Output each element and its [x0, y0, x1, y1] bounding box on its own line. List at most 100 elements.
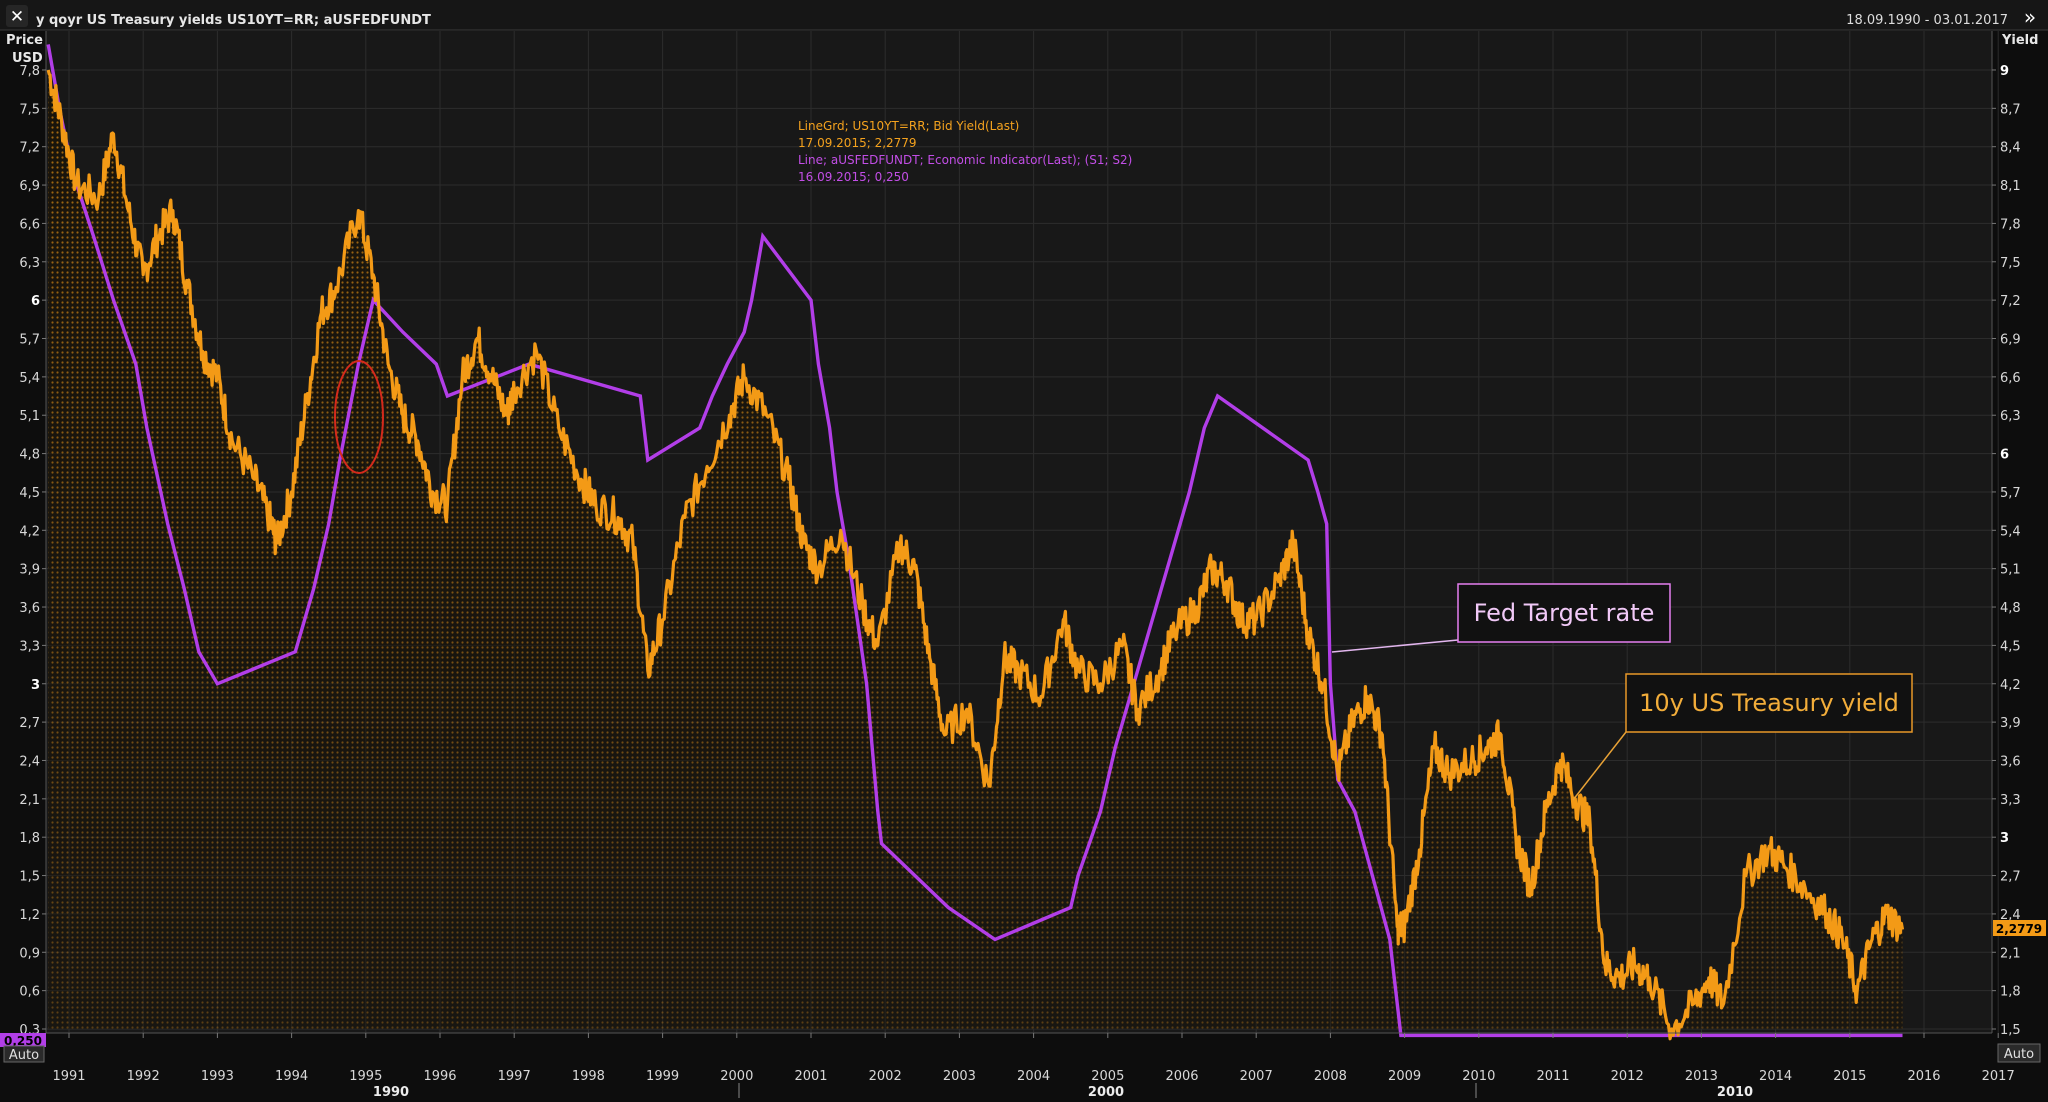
x-tick-label: 2012 [1611, 1069, 1644, 1084]
title-bar [0, 0, 2048, 30]
date-range: 18.09.1990 - 03.01.2017 [1846, 13, 2008, 28]
treasury-series-line [46, 69, 1905, 1041]
left-axis: 7,8 7,5 7,2 6,9 6,6 6,3 6 5,7 5,4 5,1 4,8 4,5 4,2 3,9… [19, 64, 46, 1038]
left-tick-label: 3,6 [19, 601, 40, 616]
x-tick-label: 1991 [52, 1069, 85, 1084]
right-tick-label: 6,9 [2000, 333, 2021, 348]
left-tick-label: 1,5 [19, 870, 40, 885]
x-tick-label: 2015 [1833, 1069, 1866, 1084]
highlight-circle [334, 360, 384, 474]
left-tick-label: 2,7 [19, 716, 40, 731]
treasury-callout: 10y US Treasury yield [1572, 673, 1913, 801]
left-tick-label: 6,9 [19, 179, 40, 194]
x-tick-label: 2013 [1685, 1069, 1718, 1084]
fed-callout-label: Fed Target rate [1474, 599, 1655, 627]
legend-line-3: Line; aUSFEDFUNDT; Economic Indicator(La… [798, 153, 1132, 167]
x-tick-label: 2007 [1240, 1069, 1273, 1084]
left-tick-label: 7,8 [19, 64, 40, 79]
right-auto-button[interactable]: Auto [1997, 1043, 2041, 1063]
right-tick-label: 6 [2000, 448, 2009, 463]
right-tick-label: 3 [2000, 831, 2009, 846]
right-tick-label: 7,8 [2000, 217, 2021, 232]
right-tick-label: 2,7 [2000, 870, 2021, 885]
x-tick-label: 1994 [275, 1069, 308, 1084]
right-tick-label: 7,5 [2000, 256, 2021, 271]
x-tick-label: 2002 [869, 1069, 902, 1084]
x-tick-label: 2010 [1462, 1069, 1495, 1084]
left-tick-label: 6,6 [19, 217, 40, 232]
fed-value-badge-text: 0,250 [4, 1034, 42, 1048]
left-tick-label: 5,4 [19, 371, 40, 386]
right-tick-label: 1,5 [2000, 1023, 2021, 1038]
right-axis: 9 8,7 8,4 8,1 7,8 7,5 7,2 6,9 6,6 6,3 6 5,7 5,4 5,1 4,… [1992, 64, 2021, 1038]
fed-target-line [46, 44, 1903, 1038]
x-tick-label: 1995 [349, 1069, 382, 1084]
x-tick-label: 1996 [423, 1069, 456, 1084]
x-tick-label: 1992 [127, 1069, 160, 1084]
left-tick-label: 7,2 [19, 141, 40, 156]
left-tick-label: 7,5 [19, 102, 40, 117]
right-tick-label: 6,3 [2000, 409, 2021, 424]
close-button[interactable]: ✕ [6, 5, 28, 27]
legend-line-4: 16.09.2015; 0,250 [798, 170, 909, 184]
right-tick-label: 2,4 [2000, 908, 2021, 923]
x-tick-label: 2006 [1165, 1069, 1198, 1084]
right-tick-label: 2,1 [2000, 946, 2021, 961]
left-tick-label: 3,9 [19, 563, 40, 578]
x-tick-label: 2005 [1091, 1069, 1124, 1084]
left-axis-title-line2: USD [12, 51, 43, 66]
left-tick-label: 5,1 [19, 409, 40, 424]
right-tick-label: 8,7 [2000, 102, 2021, 117]
right-tick-label: 4,2 [2000, 678, 2021, 693]
left-axis-title-line1: Price [6, 33, 43, 48]
x-tick-label: 2009 [1388, 1069, 1421, 1084]
x-tick-label: 2000 [720, 1069, 753, 1084]
right-tick-label: 7,2 [2000, 294, 2021, 309]
left-tick-label: 2,1 [19, 793, 40, 808]
right-tick-label: 5,7 [2000, 486, 2021, 501]
legend-line-1: LineGrd; US10YT=RR; Bid Yield(Last) [798, 119, 1019, 133]
treasury-area-fill [48, 70, 1903, 1039]
left-tick-label: 4,2 [19, 524, 40, 539]
decade-label: 1990 [373, 1085, 409, 1100]
left-tick-label: 4,8 [19, 448, 40, 463]
double-chevron-right-icon: » [2024, 5, 2036, 29]
x-tick-label: 2016 [1907, 1069, 1940, 1084]
fed-series-line [46, 44, 1903, 1038]
right-tick-label: 1,8 [2000, 985, 2021, 1000]
x-tick-label: 2008 [1314, 1069, 1347, 1084]
x-axis: 1991 1992 1993 1994 1995 1996 1997 1998 1999 2000… [52, 1033, 2015, 1100]
left-tick-label: 1,8 [19, 831, 40, 846]
x-tick-label: 2001 [794, 1069, 827, 1084]
decade-label: 2010 [1717, 1085, 1753, 1100]
fed-callout: Fed Target rate [1331, 583, 1671, 653]
x-tick-label: 1997 [498, 1069, 531, 1084]
right-tick-label: 5,1 [2000, 563, 2021, 578]
left-tick-label: 6,3 [19, 256, 40, 271]
right-auto-label: Auto [2004, 1047, 2034, 1062]
left-tick-label: 1,2 [19, 908, 40, 923]
treasury-area [48, 70, 1903, 1039]
legend: LineGrd; US10YT=RR; Bid Yield(Last) 17.0… [798, 119, 1132, 184]
treasury-yield-line [46, 69, 1905, 1041]
left-tick-label: 6 [31, 294, 40, 309]
decade-label: 2000 [1088, 1085, 1124, 1100]
x-tick-label: 1998 [572, 1069, 605, 1084]
left-tick-label: 5,7 [19, 333, 40, 348]
close-icon: ✕ [10, 7, 24, 27]
left-tick-label: 0,6 [19, 985, 40, 1000]
x-tick-label: 2004 [1017, 1069, 1050, 1084]
left-auto-button[interactable]: Auto [3, 1045, 45, 1063]
x-tick-label: 2017 [1982, 1069, 2015, 1084]
left-tick-label: 0,9 [19, 946, 40, 961]
right-tick-label: 6,6 [2000, 371, 2021, 386]
expand-button[interactable]: » [2024, 5, 2036, 29]
right-tick-label: 5,4 [2000, 524, 2021, 539]
left-tick-label: 4,5 [19, 486, 40, 501]
right-tick-label: 4,5 [2000, 639, 2021, 654]
left-tick-label: 3,3 [19, 639, 40, 654]
x-tick-label: 2014 [1759, 1069, 1792, 1084]
treasury-value-badge: 2,2779 [1993, 920, 2046, 936]
x-tick-label: 2011 [1536, 1069, 1569, 1084]
